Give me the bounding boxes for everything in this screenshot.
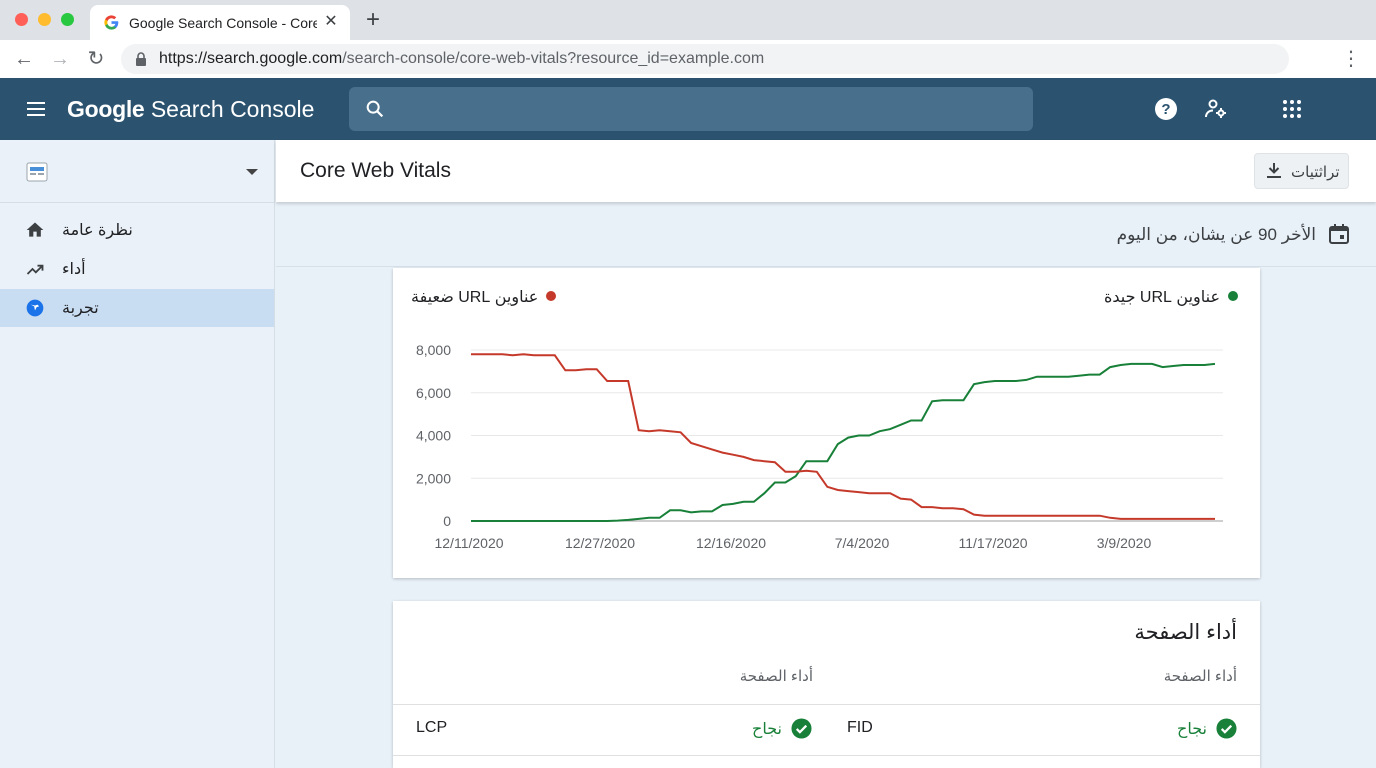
reload-icon[interactable]: ↻ (87, 48, 105, 70)
minimize-window-button[interactable] (38, 13, 51, 26)
maximize-window-button[interactable] (61, 13, 74, 26)
good-urls-line (471, 362, 1216, 522)
manage-users-icon[interactable] (1204, 97, 1228, 121)
y-tick-label: 6,000 (416, 385, 451, 401)
experience-icon (26, 299, 44, 317)
calendar-icon[interactable] (1328, 223, 1350, 245)
sidebar-item-label: أداء (62, 261, 86, 278)
date-range-label[interactable]: الأخر 90 عن يشان، من اليوم (1116, 225, 1316, 244)
column-header: أداء الصفحة (739, 668, 813, 685)
google-favicon-icon (104, 15, 119, 30)
page-header: Core Web Vitals تراثتيات (276, 140, 1376, 202)
sidebar: نظرة عامة أداء تجربة (0, 140, 275, 768)
new-tab-icon[interactable]: + (365, 6, 380, 33)
date-range-row: الأخر 90 عن يشان، من اليوم (276, 203, 1376, 267)
x-tick-label: 12/27/2020 (565, 535, 635, 551)
core-web-vitals-chart: 8,000 6,000 4,000 2,000 0 12/11/2020 12/27/202… (416, 342, 1223, 551)
browser-menu-icon[interactable]: ⋮ (1341, 48, 1361, 70)
x-tick-label: 11/17/2020 (958, 535, 1027, 551)
chart-card: 8,000 6,000 4,000 2,000 0 12/11/2020 12/27/202… (393, 268, 1260, 578)
home-icon (26, 222, 44, 237)
search-input[interactable] (401, 95, 1021, 123)
property-selector[interactable] (0, 140, 274, 203)
metric-lcp[interactable]: LCP (416, 719, 448, 736)
poor-urls-line (471, 353, 1215, 520)
address-bar[interactable]: https://search.google.com/search-console… (121, 44, 1289, 74)
search-box[interactable] (349, 87, 1033, 131)
y-tick-label: 2,000 (416, 470, 451, 486)
y-tick-label: 8,000 (416, 342, 451, 358)
tab-title: Google Search Console - Core Web Vitals (129, 15, 317, 31)
tab-close-icon[interactable]: ✕ (324, 13, 338, 30)
lcp-status: نجاح (752, 718, 812, 739)
app-header: Google Search Console ? (0, 78, 1376, 140)
property-icon (26, 162, 48, 182)
sidebar-item-label: تجربة (62, 300, 99, 317)
help-icon[interactable]: ? (1154, 97, 1178, 121)
export-label: تراثتيات (1291, 164, 1340, 181)
legend-good-urls[interactable]: عناوين URL جيدة (1104, 287, 1238, 307)
x-tick-label: 3/9/2020 (1097, 535, 1152, 551)
sidebar-item-performance[interactable]: أداء (0, 250, 274, 288)
svg-text:?: ? (1161, 101, 1170, 118)
hamburger-menu-icon[interactable] (25, 98, 47, 120)
caret-down-icon[interactable] (246, 169, 258, 175)
column-header: أداء الصفحة (1163, 668, 1237, 685)
url-text: https://search.google.com/search-console… (159, 50, 765, 67)
check-circle-icon (1216, 718, 1237, 739)
search-icon (366, 100, 384, 118)
legend-dot-good (1228, 291, 1238, 301)
close-window-button[interactable] (15, 13, 28, 26)
x-tick-label: 12/11/2020 (434, 535, 503, 551)
x-tick-label: 7/4/2020 (835, 535, 890, 551)
download-icon (1267, 163, 1281, 178)
sidebar-item-experience[interactable]: تجربة (0, 289, 274, 327)
back-arrow-icon[interactable]: ← (14, 48, 34, 70)
sidebar-item-label: نظرة عامة (62, 222, 133, 239)
browser-tab-bar: Google Search Console - Core Web Vitals … (0, 0, 1376, 40)
row-divider (393, 755, 1260, 756)
export-button[interactable]: تراثتيات (1254, 153, 1349, 189)
sidebar-item-overview[interactable]: نظرة عامة (0, 211, 274, 249)
y-tick-label: 0 (443, 513, 451, 529)
browser-toolbar: ← → ↻ https://search.google.com/search-c… (0, 40, 1376, 78)
y-tick-label: 4,000 (416, 428, 451, 444)
row-divider (393, 704, 1260, 705)
apps-grid-icon[interactable] (1280, 97, 1304, 121)
browser-tab[interactable]: Google Search Console - Core Web Vitals … (90, 5, 350, 40)
product-logo[interactable]: Google Search Console (67, 96, 315, 122)
page-title: Core Web Vitals (300, 159, 451, 182)
check-circle-icon (791, 718, 812, 739)
metric-fid[interactable]: FID (847, 719, 873, 736)
table-title: أداء الصفحة (1134, 621, 1237, 644)
lock-icon (136, 52, 146, 66)
x-tick-label: 12/16/2020 (696, 535, 766, 551)
fid-status: نجاح (1177, 718, 1237, 739)
trending-up-icon (26, 264, 44, 275)
page-experience-table: أداء الصفحة أداء الصفحة أداء الصفحة نجاح… (393, 601, 1260, 768)
forward-arrow-icon[interactable]: → (50, 48, 70, 70)
legend-poor-urls[interactable]: عناوين URL ضعيفة (411, 287, 557, 307)
legend-dot-poor (546, 291, 557, 301)
